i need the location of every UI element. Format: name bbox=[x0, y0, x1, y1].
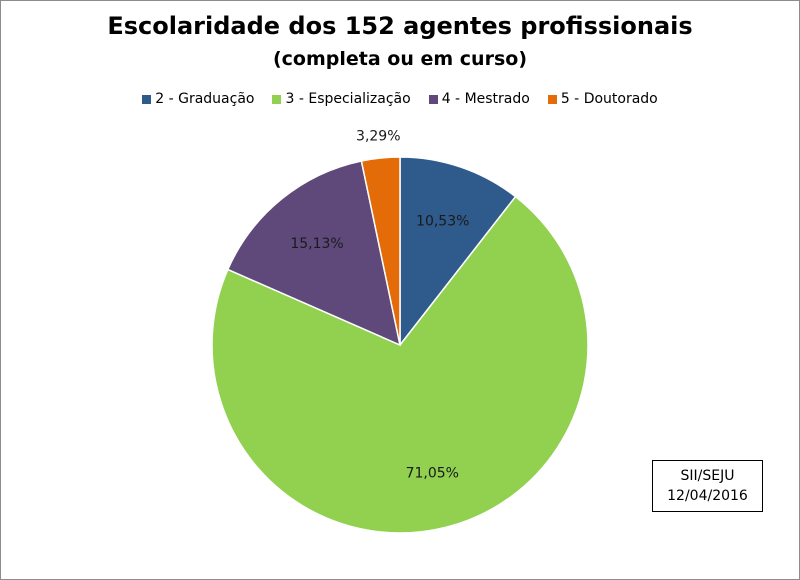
pie-slice-mestrado bbox=[226, 160, 402, 347]
pie-slice-graduacao bbox=[399, 156, 517, 348]
pie-slice-especializacao bbox=[211, 195, 589, 534]
data-label-mestrado: 15,13% bbox=[290, 236, 343, 252]
legend-item-especializacao: 3 - Especialização bbox=[272, 91, 411, 107]
data-label-especializacao: 71,05% bbox=[406, 466, 459, 482]
data-label-graduacao: 10,53% bbox=[416, 214, 469, 230]
source-note-date: 12/04/2016 bbox=[667, 488, 748, 504]
chart-title: Escolaridade dos 152 agentes profissiona… bbox=[107, 12, 693, 40]
pie-slices bbox=[211, 156, 589, 534]
legend-item-mestrado: 4 - Mestrado bbox=[428, 91, 530, 107]
legend-label-graduacao: 2 - Graduação bbox=[155, 91, 255, 107]
pie-slice-doutorado bbox=[360, 156, 401, 346]
legend-label-especializacao: 3 - Especialização bbox=[285, 91, 411, 107]
legend-swatch-graduacao bbox=[142, 94, 152, 104]
legend-swatch-especializacao bbox=[272, 94, 282, 104]
legend-swatch-doutorado bbox=[547, 94, 557, 104]
chart-legend: 2 - Graduação 3 - Especialização 4 - Mes… bbox=[0, 91, 800, 107]
legend-swatch-mestrado bbox=[428, 94, 438, 104]
source-note-box: SII/SEJU 12/04/2016 bbox=[652, 460, 763, 512]
source-note-org: SII/SEJU bbox=[680, 468, 735, 484]
chart-subtitle: (completa ou em curso) bbox=[272, 48, 527, 70]
legend-label-mestrado: 4 - Mestrado bbox=[441, 91, 530, 107]
legend-item-doutorado: 5 - Doutorado bbox=[547, 91, 658, 107]
legend-item-graduacao: 2 - Graduação bbox=[142, 91, 254, 107]
pie-data-labels: 10,53% 71,05% 15,13% 3,29% bbox=[290, 129, 469, 482]
data-label-doutorado: 3,29% bbox=[356, 129, 400, 145]
legend-label-doutorado: 5 - Doutorado bbox=[560, 91, 658, 107]
